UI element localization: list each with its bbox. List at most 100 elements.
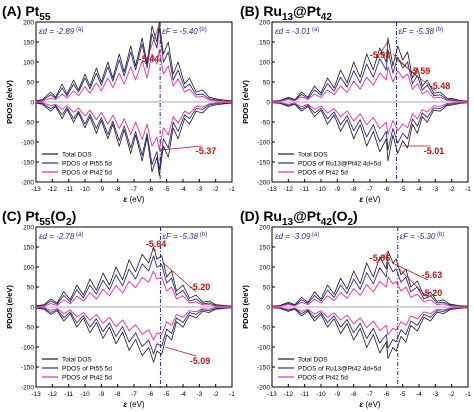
x-tick-label: -12	[284, 391, 294, 398]
y-tick-label: 200	[259, 225, 270, 232]
y-tick-label: 150	[23, 40, 34, 47]
x-axis-label: ε (eV)	[123, 195, 145, 204]
y-tick-label: 50	[263, 80, 271, 87]
x-tick-label: -12	[284, 186, 294, 193]
x-axis-label: ε (eV)	[359, 400, 381, 409]
y-tick-label: 100	[259, 265, 270, 272]
legend-entry: PDOS of Ru13@Pt42 4d+5d	[298, 161, 381, 168]
series-total-spin-down	[35, 102, 233, 176]
series-total-spin-up	[271, 250, 469, 307]
legend-entry: Total DOS	[62, 152, 92, 159]
x-tick-label: -7	[131, 186, 137, 193]
x-tick-label: -9	[98, 186, 104, 193]
peak-annotation: -5.96	[370, 253, 391, 263]
annotation-leader	[144, 23, 160, 65]
y-axis-label: PDOS (e/eV)	[241, 80, 250, 124]
x-tick-label: -5	[400, 391, 406, 398]
x-tick-label: -1	[229, 391, 235, 398]
y-tick-label: -150	[257, 160, 270, 167]
y-tick-label: -100	[257, 345, 270, 352]
legend-entry: PDOS of Pt55 5d	[62, 366, 112, 373]
x-tick-label: -11	[64, 186, 73, 193]
x-tick-label: -1	[229, 186, 235, 193]
y-tick-label: 0	[266, 100, 270, 107]
y-tick-label: -100	[21, 140, 34, 147]
ed-label: εd = -3.09 (a)	[275, 232, 319, 241]
annotation-leader	[392, 262, 429, 281]
x-tick-label: -7	[367, 186, 373, 193]
y-tick-label: -50	[25, 325, 35, 332]
chart-panel-a: (A) Pt55 -200 -150 -100 -50 0 50 100 150 200 -13 -1…	[2, 3, 235, 204]
x-axis-label: ε (eV)	[359, 195, 381, 204]
y-tick-label: 200	[259, 20, 270, 27]
y-tick-label: 0	[266, 305, 270, 312]
ef-label: εF = -5.40 (b)	[162, 27, 207, 36]
series-total-spin-up	[35, 246, 233, 307]
series-pt55-spin-up	[271, 261, 469, 308]
y-tick-label: 100	[259, 60, 270, 67]
legend-entry: PDOS of Pt42 5d	[298, 170, 348, 177]
peak-annotation: -5.93	[370, 50, 391, 60]
y-tick-label: -50	[25, 120, 35, 127]
x-tick-label: -4	[180, 186, 186, 193]
annotation-leader	[399, 268, 429, 299]
x-tick-label: -13	[267, 391, 277, 398]
x-tick-label: -8	[351, 186, 357, 193]
series-pt55-spin-up	[35, 27, 233, 102]
ed-label: εd = -3.01 (a)	[275, 27, 319, 36]
y-tick-label: 100	[23, 60, 34, 67]
y-axis-label: PDOS (e/eV)	[5, 285, 14, 329]
x-tick-label: -3	[196, 186, 202, 193]
x-tick-label: -11	[300, 391, 309, 398]
panel-title: (A) Pt55	[2, 3, 51, 23]
series-pt42-spin-up	[271, 66, 469, 103]
y-tick-label: -150	[21, 160, 34, 167]
ef-label: εF = -5.38 (b)	[162, 232, 207, 241]
x-tick-label: -8	[115, 186, 121, 193]
series-pt55-spin-down	[271, 306, 469, 349]
x-tick-label: -5	[164, 186, 170, 193]
x-tick-label: -1	[465, 391, 471, 398]
y-axis-label: PDOS (e/eV)	[241, 285, 250, 329]
annotation-leader	[163, 262, 197, 293]
ef-label: εF = -5.38 (b)	[398, 27, 443, 36]
x-tick-label: -7	[131, 391, 137, 398]
x-tick-label: -3	[432, 391, 438, 398]
legend-entry: Total DOS	[298, 152, 328, 159]
x-tick-label: -2	[213, 186, 219, 193]
series-pt55-spin-down	[271, 101, 469, 151]
peak-annotation: -5.63	[422, 270, 443, 280]
x-tick-label: -8	[115, 391, 121, 398]
y-tick-label: -100	[257, 140, 270, 147]
y-tick-label: 0	[30, 100, 34, 107]
x-tick-label: -6	[383, 186, 389, 193]
series-pt42-spin-up	[35, 49, 233, 103]
legend-entry: PDOS of Pt42 5d	[298, 375, 348, 382]
x-tick-label: -13	[267, 186, 277, 193]
x-tick-label: -12	[48, 391, 58, 398]
peak-annotation: -5.64	[146, 239, 167, 249]
y-tick-label: 50	[27, 285, 35, 292]
y-tick-label: -100	[21, 345, 34, 352]
y-tick-label: -150	[257, 365, 270, 372]
x-tick-label: -8	[351, 391, 357, 398]
x-tick-label: -10	[316, 391, 326, 398]
y-tick-label: -200	[257, 385, 270, 392]
peak-annotation: -5.09	[190, 356, 211, 366]
x-axis-label: ε (eV)	[123, 400, 145, 409]
chart-panel-b: (B) Ru13@Pt42 -200 -150 -100 -50 0 50 100 150 200…	[240, 3, 471, 204]
peak-annotation: -5.59	[410, 66, 431, 76]
series-total-spin-up	[271, 37, 469, 102]
series-pt55-spin-up	[35, 255, 233, 308]
legend-entry: Total DOS	[298, 357, 328, 364]
y-tick-label: -200	[21, 385, 34, 392]
ef-label: εF = -5.30 (b)	[400, 232, 445, 241]
legend-entry: PDOS of Pt42 5d	[62, 170, 112, 177]
y-tick-label: 50	[27, 80, 35, 87]
x-tick-label: -4	[416, 391, 422, 398]
x-tick-label: -6	[147, 186, 153, 193]
x-tick-label: -4	[416, 186, 422, 193]
x-tick-label: -5	[164, 391, 170, 398]
x-tick-label: -3	[196, 391, 202, 398]
